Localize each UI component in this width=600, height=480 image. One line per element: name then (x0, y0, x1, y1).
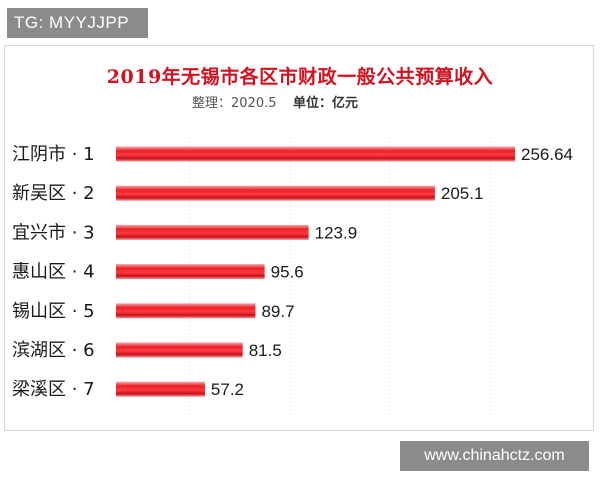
category-label: 滨湖区 · 6 (12, 340, 95, 361)
bar (116, 224, 309, 240)
bar (116, 146, 515, 162)
value-label: 57.2 (211, 380, 244, 399)
value-label: 95.6 (271, 263, 304, 282)
unit-label: 单位：亿元 (293, 96, 359, 111)
chart-title: 2019年无锡市各区市财政一般公共预算收入 (106, 66, 494, 88)
bar (116, 303, 256, 319)
bar (116, 342, 243, 358)
category-label: 锡山区 · 5 (12, 301, 95, 322)
value-label: 81.5 (249, 341, 282, 360)
category-label: 惠山区 · 4 (12, 262, 95, 283)
value-label: 89.7 (261, 302, 294, 321)
bar (116, 185, 435, 201)
value-label: 123.9 (315, 223, 358, 242)
bar (116, 264, 265, 280)
watermark: www.chinahctz.com (400, 441, 589, 471)
bars: 江阴市 · 1 256.64 新吴区 · 2 205.1 宜兴市 · 3 123.9 惠山区… (12, 144, 573, 400)
compile-date: 整理：2020.5 (192, 96, 277, 111)
category-label: 江阴市 · 1 (12, 144, 95, 165)
value-label: 205.1 (441, 184, 484, 203)
chart-subtitle: 整理：2020.5 单位：亿元 (192, 92, 358, 111)
category-label: 宜兴市 · 3 (12, 222, 95, 243)
bar (116, 381, 205, 397)
category-label: 梁溪区 · 7 (12, 379, 95, 400)
value-label: 256.64 (521, 145, 573, 164)
channel-tag: TG: MYYJJPP (7, 8, 148, 38)
category-label: 新吴区 · 2 (12, 183, 95, 204)
